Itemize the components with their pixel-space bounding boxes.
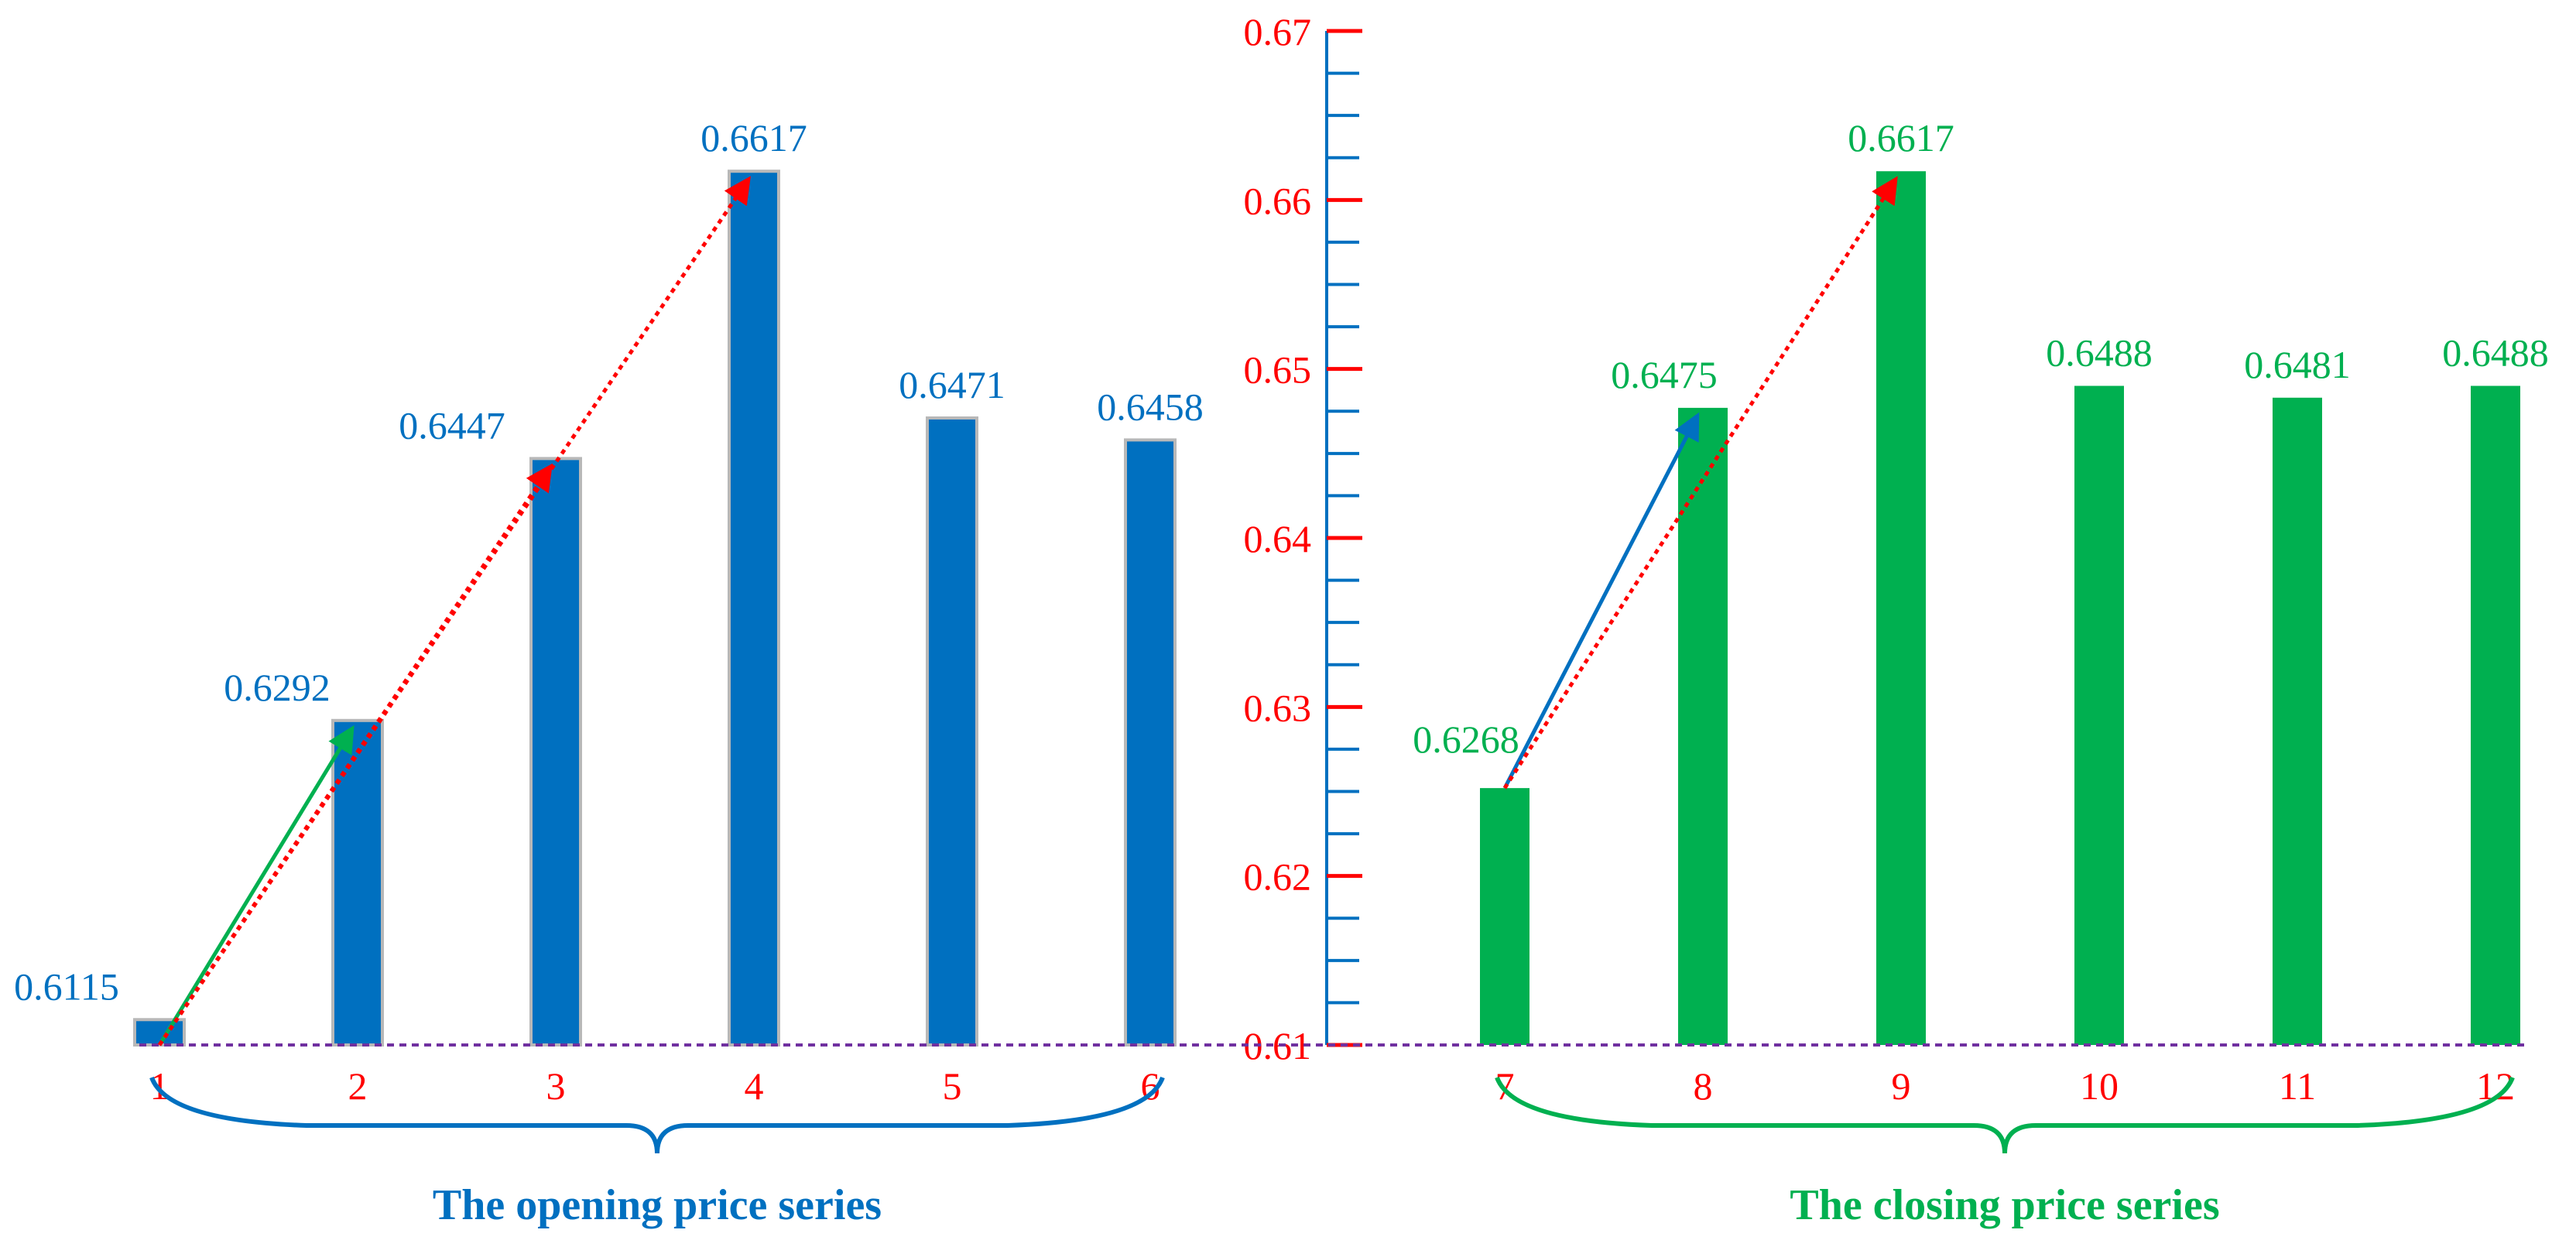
x-tick-label: 9 [1892, 1064, 1911, 1108]
trend-arrows [157, 176, 1898, 1047]
x-tick-label: 5 [943, 1064, 962, 1108]
bar [728, 170, 780, 1047]
bar [331, 718, 384, 1047]
series-brace [1495, 1076, 2515, 1154]
trend-arrow [1502, 412, 1700, 790]
trend-arrow [157, 176, 751, 1047]
y-axis: 0.61 0.62 0.63 0.64 0.65 0.66 0.67 [1244, 10, 1362, 1067]
value-label: 0.6617 [1848, 116, 1954, 159]
value-labels: 0.6115 0.6292 0.6447 0.6617 0.6471 0.6458 0.62… [14, 116, 2549, 1008]
y-tick-label: 0.62 [1244, 855, 1312, 899]
y-tick-label: 0.67 [1244, 10, 1312, 53]
value-label: 0.6488 [2442, 331, 2549, 375]
y-tick-label: 0.61 [1244, 1024, 1312, 1067]
series-braces: The opening price series The closing pric… [149, 1076, 2515, 1229]
y-tick-label: 0.65 [1244, 348, 1312, 392]
bar [2273, 397, 2322, 1045]
bar [926, 416, 978, 1047]
value-label: 0.6292 [224, 666, 331, 709]
bar [1480, 788, 1530, 1045]
value-label: 0.6115 [14, 964, 119, 1008]
x-tick-label: 4 [745, 1064, 764, 1108]
bar [1124, 438, 1177, 1047]
x-tick-label: 3 [546, 1064, 566, 1108]
value-label: 0.6488 [2046, 331, 2153, 375]
bar [529, 457, 582, 1047]
bar [2074, 385, 2124, 1045]
x-tick-label: 10 [2080, 1064, 2119, 1108]
value-label: 0.6458 [1097, 385, 1204, 428]
value-label: 0.6617 [701, 116, 807, 159]
value-label: 0.6268 [1413, 718, 1519, 761]
series-title: The closing price series [1790, 1181, 2219, 1229]
x-tick-labels: 1 2 3 4 5 6 7 8 9 10 11 12 [150, 1064, 2516, 1108]
y-tick-label: 0.63 [1244, 686, 1312, 729]
value-label: 0.6447 [399, 403, 505, 447]
bar [2471, 385, 2520, 1045]
value-label: 0.6471 [899, 363, 1005, 406]
x-tick-label: 8 [1694, 1064, 1713, 1108]
series-title: The opening price series [433, 1181, 882, 1229]
x-tick-label: 2 [348, 1064, 368, 1108]
series-brace [149, 1076, 1165, 1154]
value-label: 0.6481 [2244, 343, 2351, 386]
trend-arrow [157, 725, 355, 1047]
value-label: 0.6475 [1611, 353, 1718, 396]
x-tick-label: 7 [1495, 1064, 1515, 1108]
y-tick-label: 0.64 [1244, 517, 1312, 560]
bar [1678, 407, 1728, 1045]
x-tick-label: 11 [2279, 1064, 2316, 1108]
bar [1876, 171, 1926, 1045]
y-tick-label: 0.66 [1244, 179, 1312, 222]
bar [133, 1018, 186, 1047]
x-tick-label: 1 [150, 1064, 170, 1108]
